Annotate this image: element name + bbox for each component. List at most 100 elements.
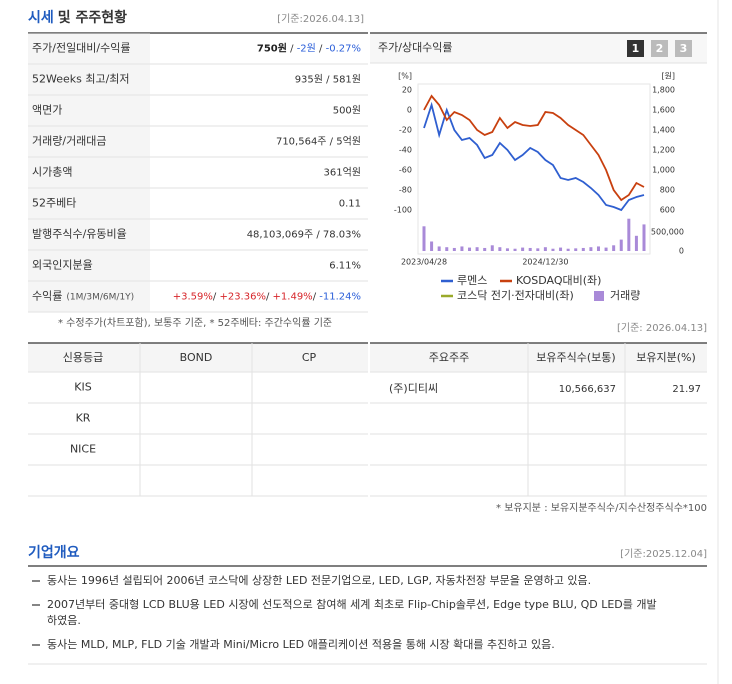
tick-label: 1,800	[652, 86, 675, 95]
label-text: 액면가	[32, 104, 62, 117]
volume-bar	[452, 247, 456, 251]
volume-bar	[468, 247, 472, 251]
tick-label: 1,200	[652, 146, 675, 155]
label-cell	[28, 188, 150, 219]
volume-bar	[642, 224, 646, 251]
value-part: /	[287, 44, 297, 55]
tick-label: 600	[660, 206, 675, 215]
x-tick-label: 2023/04/28	[401, 258, 447, 267]
series-line	[423, 94, 645, 202]
title-rest: 및 주주현황	[58, 9, 127, 26]
volume-bar	[528, 247, 532, 251]
col-header: BOND	[180, 351, 213, 364]
volume-bar	[490, 245, 494, 251]
row-value: 500원	[333, 105, 361, 117]
overview-text: 하였음.	[47, 613, 81, 627]
label-cell	[28, 157, 150, 188]
tick-label: 1,600	[652, 106, 675, 115]
label-cell	[28, 281, 150, 312]
label-text: 52Weeks 최고/최저	[32, 73, 130, 86]
cell: KR	[76, 412, 91, 425]
tab-label: 1	[632, 42, 640, 55]
tab-button[interactable]	[651, 40, 668, 57]
tick-label: -60	[399, 166, 412, 175]
tab-label: 2	[656, 42, 664, 55]
row-value: 935원 / 581원	[295, 74, 361, 86]
volume-bar	[581, 247, 585, 251]
date: [기준:2026.04.13]	[277, 13, 364, 25]
volume-bar	[619, 239, 623, 251]
row-label: 발행주식수/유동비율	[32, 228, 127, 241]
legend-label: KOSDAQ대비(좌)	[516, 274, 601, 287]
row-value: 710,564주 / 5억원	[276, 136, 361, 148]
row-label: 액면가	[32, 104, 62, 117]
value-part: /	[316, 44, 326, 55]
tick-label: 20	[402, 86, 412, 95]
volume-bar	[437, 246, 441, 251]
title-main: 시세	[28, 10, 54, 26]
value-part: -2원	[297, 43, 316, 55]
tab-label: 3	[680, 42, 688, 55]
value-part: /	[213, 292, 220, 303]
col-header: 보유지분(%)	[636, 351, 696, 364]
volume-bar	[460, 246, 464, 251]
volume-bar	[430, 241, 434, 251]
credit-header-bg	[28, 343, 368, 372]
label-cell	[28, 33, 150, 64]
row-value: 6.11%	[329, 261, 361, 272]
cell: (주)디티씨	[389, 382, 438, 395]
value-part: +23.36%	[219, 292, 266, 303]
label-cell	[28, 126, 150, 157]
volume-bar	[559, 247, 563, 251]
row-value: 750원 / -2원 / -0.27%	[257, 42, 361, 55]
cell: 10,566,637	[559, 384, 616, 395]
value-part: /	[313, 292, 320, 303]
volume-bar	[483, 247, 487, 251]
volume-bar	[551, 248, 555, 251]
value-part: /	[266, 292, 273, 303]
row-value: +3.59%/ +23.36%/ +1.49%/ -11.24%	[173, 292, 361, 303]
value-part: -0.27%	[326, 44, 361, 55]
row-label: 수익률 (1M/3M/6M/1Y)	[32, 290, 134, 303]
cell: 21.97	[672, 384, 701, 395]
tick-label: 1,000	[652, 166, 675, 175]
cell: NICE	[70, 443, 96, 456]
tab-button[interactable]	[627, 40, 644, 57]
tick-label: -100	[394, 206, 412, 215]
value-part: -11.24%	[319, 292, 361, 303]
label-text: 거래량/거래대금	[32, 135, 107, 148]
series-line	[423, 101, 645, 212]
volume-bar	[521, 247, 525, 251]
overview-text: 동사는 MLD, MLP, FLD 기술 개발과 Mini/Micro LED …	[47, 637, 555, 651]
volume-bar	[445, 247, 449, 251]
col-header: CP	[302, 351, 317, 364]
volume-bar	[505, 248, 509, 251]
value-part: +3.59%	[173, 292, 213, 303]
label-cell	[28, 95, 150, 126]
row-label: 52Weeks 최고/최저	[32, 73, 130, 86]
holders-date: [기준: 2026.04.13]	[617, 322, 707, 334]
label-cell	[28, 250, 150, 281]
legend-swatch	[594, 291, 604, 301]
tab-button[interactable]	[675, 40, 692, 57]
legend-label: 코스닥 전기·전자대비(좌)	[457, 289, 574, 302]
volume-bar	[422, 226, 426, 251]
volume-bar	[589, 247, 593, 251]
table-note: * 수정주가(차트포함), 보통주 기준, * 52주베타: 주간수익률 기준	[58, 317, 332, 329]
row-label: 주가/전일대비/수익률	[32, 41, 131, 55]
tick-label: -80	[399, 186, 412, 195]
label-text: 수익률	[32, 290, 62, 303]
holders-note: * 보유지분 : 보유지분주식수/지수산정주식수*100	[496, 502, 707, 514]
row-label: 외국인지분율	[32, 259, 93, 272]
label-note: (1M/3M/6M/1Y)	[66, 292, 134, 302]
y-unit: [%]	[398, 72, 412, 81]
volume-bar	[596, 246, 600, 251]
tick-label: 800	[660, 186, 675, 195]
row-value: 0.11	[339, 199, 361, 210]
volume-bar	[574, 248, 578, 251]
section-title: 시세 및 주주현황	[28, 9, 127, 26]
row-value: 361억원	[324, 167, 362, 179]
x-tick-label: 2024/12/30	[522, 258, 568, 267]
volume-bar	[498, 247, 502, 251]
